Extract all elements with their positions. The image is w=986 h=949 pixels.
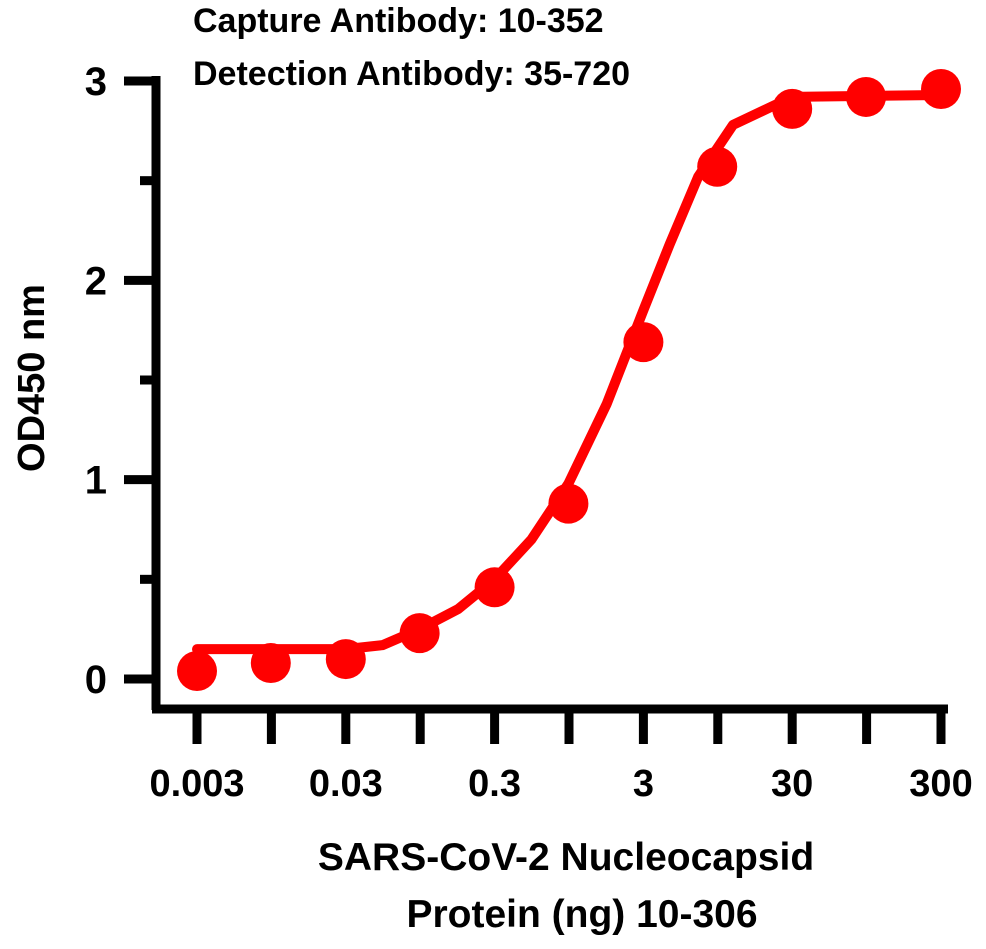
data-point (623, 322, 664, 363)
x-tick-label: 3 (633, 763, 654, 805)
chart-title-line-2: Detection Antibody: 35-720 (193, 55, 630, 93)
data-point (846, 76, 887, 117)
data-point (325, 639, 366, 680)
y-tick-label: 0 (85, 658, 107, 702)
x-tick-label: 0.003 (149, 763, 244, 805)
data-point (697, 146, 738, 187)
data-point (548, 483, 589, 524)
chart-title-line-1: Capture Antibody: 10-352 (193, 2, 604, 40)
data-point (772, 88, 813, 129)
x-tick-label: 300 (909, 763, 972, 805)
y-tick-label: 3 (85, 60, 107, 104)
axes-ticks: 0 1 2 3 0.003 0.03 0.3 3 30 300 (85, 60, 973, 805)
data-point (250, 643, 291, 684)
fit-curve-group (192, 90, 946, 655)
y-axis-label: OD450 nm (11, 284, 53, 472)
x-tick-label: 0.3 (468, 763, 521, 805)
fit-curve (192, 90, 946, 655)
data-points-group (177, 68, 961, 692)
y-tick-label: 2 (85, 259, 107, 303)
x-axis-label-line-1: SARS-CoV-2 Nucleocapsid (318, 836, 814, 879)
data-point (177, 651, 217, 692)
x-tick-label: 0.03 (309, 763, 383, 805)
x-tick-label: 30 (771, 763, 813, 805)
y-tick-label: 1 (85, 459, 107, 503)
data-point (474, 567, 515, 608)
x-axis-label-line-2: Protein (ng) 10-306 (406, 893, 757, 936)
data-point (921, 68, 961, 109)
data-point (399, 613, 440, 654)
